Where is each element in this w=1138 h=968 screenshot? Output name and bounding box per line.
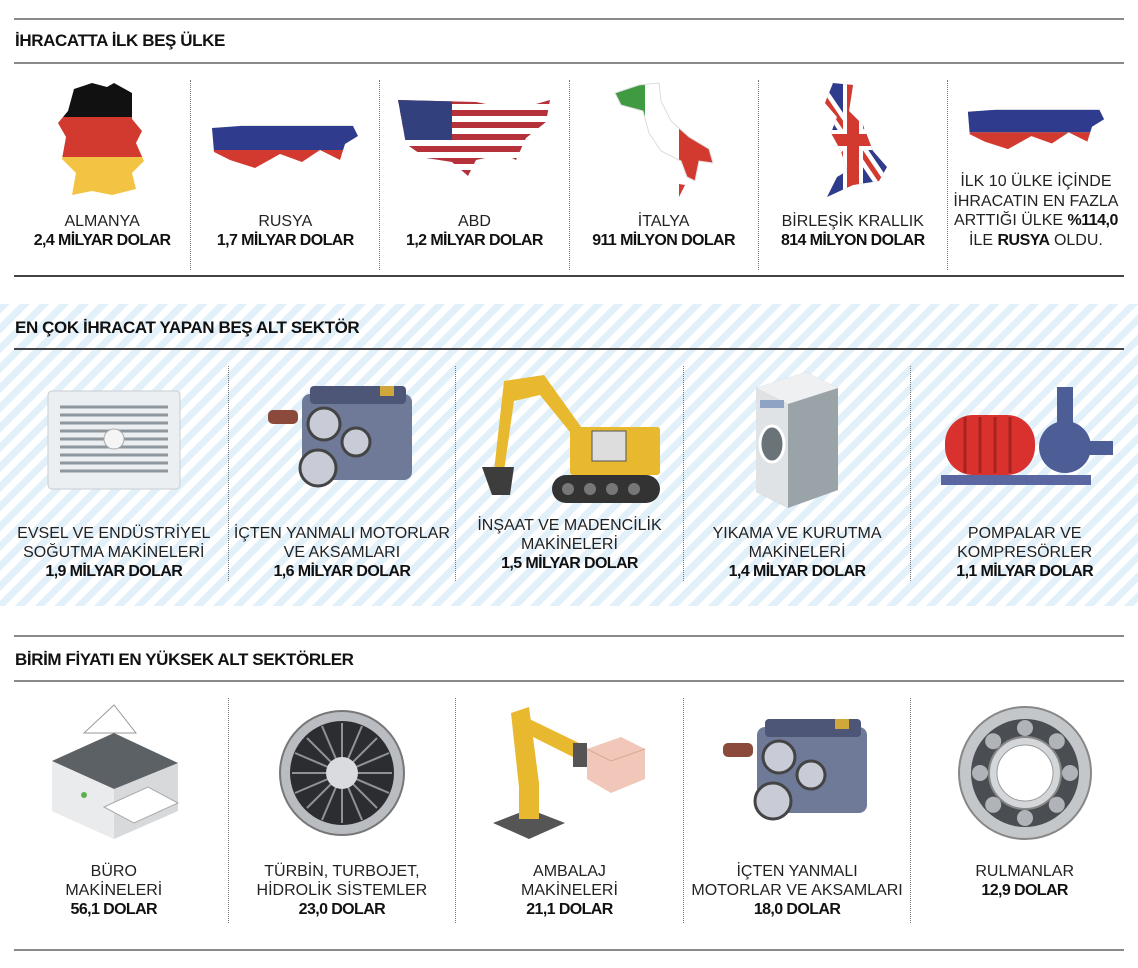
rule: [14, 635, 1124, 637]
sector-label: AMBALAJ: [533, 863, 606, 880]
russia-flag-map-icon: [966, 80, 1106, 166]
ball-bearing-icon: [955, 698, 1095, 848]
germany-flag-map-icon: [52, 80, 152, 200]
excavator-icon: [474, 366, 664, 516]
note-text: OLDU.: [1049, 231, 1103, 249]
sector-value: 1,1 MİLYAR DOLAR: [956, 563, 1094, 580]
country-value: 2,4 MİLYAR DOLAR: [33, 232, 171, 249]
country-name: BİRLEŞİK KRALLIK: [781, 213, 924, 230]
note-line: İHRACATIN EN FAZLA: [953, 192, 1119, 210]
unit-price-card: İÇTEN YANMALI MOTORLAR VE AKSAMLARI 18,0…: [682, 698, 911, 923]
rule: [14, 680, 1124, 682]
bottom-rule: [14, 949, 1124, 951]
sector-value: 12,9 DOLAR: [981, 882, 1068, 899]
note-text: İLE: [968, 231, 998, 249]
sector-label: EVSEL VE ENDÜSTRİYEL: [17, 525, 211, 542]
growth-note-card: İLK 10 ÜLKE İÇİNDE İHRACATIN EN FAZLA AR…: [946, 80, 1124, 270]
sector-card: İNŞAAT VE MADENCİLİK MAKİNELERİ 1,5 MİLY…: [455, 366, 683, 581]
country-value: 911 MİLYON DOLAR: [592, 232, 735, 249]
sectors-row: EVSEL VE ENDÜSTRİYEL SOĞUTMA MAKİNELERİ …: [0, 366, 1138, 581]
country-name: İTALYA: [637, 213, 690, 230]
sector-label: HİDROLİK SİSTEMLER: [256, 882, 428, 899]
sector-card: İÇTEN YANMALI MOTORLAR VE AKSAMLARI 1,6 …: [227, 366, 456, 581]
uk-flag-map-icon: [813, 80, 893, 200]
note-line: ARTTIĞI ÜLKE %114,0: [953, 211, 1118, 231]
sector-value: 1,4 MİLYAR DOLAR: [728, 563, 866, 580]
countries-row: ALMANYA 2,4 MİLYAR DOLAR RUSYA 1,7 MİLYA…: [14, 80, 1124, 270]
engine-icon: [717, 698, 877, 848]
rule: [14, 348, 1124, 350]
washing-machine-icon: [752, 366, 842, 514]
sector-label: TÜRBİN, TURBOJET,: [264, 863, 420, 880]
italy-flag-map-icon: [609, 80, 719, 200]
sector-label: YIKAMA VE KURUTMA: [712, 525, 882, 542]
sector-label: İÇTEN YANMALI: [736, 863, 858, 880]
rule: [14, 275, 1124, 277]
note-line: İLK 10 ÜLKE İÇİNDE: [960, 173, 1112, 190]
country-value: 814 MİLYON DOLAR: [780, 232, 925, 249]
sector-label: KOMPRESÖRLER: [957, 544, 1093, 561]
rule: [14, 62, 1124, 64]
country-name: ABD: [457, 213, 491, 230]
growth-note: İLK 10 ÜLKE İÇİNDE İHRACATIN EN FAZLA AR…: [953, 172, 1118, 250]
pump-icon: [935, 366, 1115, 514]
sector-label: BÜRO: [90, 863, 137, 880]
country-name: ALMANYA: [64, 213, 140, 230]
sector-label: MAKİNELERİ: [521, 536, 618, 553]
country-card-italy: İTALYA 911 MİLYON DOLAR: [568, 80, 758, 270]
section-title-sectors: EN ÇOK İHRACAT YAPAN BEŞ ALT SEKTÖR: [15, 318, 360, 337]
turbine-icon: [277, 698, 407, 848]
country-value: 1,2 MİLYAR DOLAR: [406, 232, 543, 249]
section-title-unit-price: BİRİM FİYATI EN YÜKSEK ALT SEKTÖRLER: [15, 650, 354, 669]
robot-arm-icon: [489, 698, 649, 848]
sector-value: 1,6 MİLYAR DOLAR: [273, 563, 411, 580]
usa-flag-map-icon: [396, 80, 552, 200]
sector-label: MAKİNELERİ: [748, 544, 846, 561]
sector-value: 23,0 DOLAR: [298, 901, 386, 918]
country-card-usa: ABD 1,2 MİLYAR DOLAR: [379, 80, 568, 270]
growth-percent: %114,0: [1067, 212, 1118, 229]
unit-price-card: TÜRBİN, TURBOJET, HİDROLİK SİSTEMLER 23,…: [227, 698, 456, 923]
country-card-germany: ALMANYA 2,4 MİLYAR DOLAR: [14, 80, 190, 270]
printer-icon: [44, 698, 184, 848]
country-card-russia: RUSYA 1,7 MİLYAR DOLAR: [190, 80, 379, 270]
sector-card: YIKAMA VE KURUTMA MAKİNELERİ 1,4 MİLYAR …: [682, 366, 911, 581]
unit-price-row: BÜRO MAKİNELERİ 56,1 DOLAR TÜRBİN, TURBO…: [0, 698, 1138, 923]
air-conditioner-icon: [44, 366, 184, 514]
sector-label: SOĞUTMA MAKİNELERİ: [23, 544, 205, 561]
unit-price-card: BÜRO MAKİNELERİ 56,1 DOLAR: [0, 698, 228, 923]
sector-value: 1,5 MİLYAR DOLAR: [501, 555, 638, 572]
sector-label: MAKİNELERİ: [521, 882, 618, 899]
russia-flag-map-icon: [210, 80, 360, 200]
sector-label: RULMANLAR: [975, 863, 1075, 880]
engine-icon: [262, 366, 422, 514]
sector-value: 56,1 DOLAR: [70, 901, 158, 918]
sector-label: VE AKSAMLARI: [283, 544, 401, 561]
section-title-countries: İHRACATTA İLK BEŞ ÜLKE: [15, 31, 225, 50]
sector-label: MAKİNELERİ: [65, 882, 163, 899]
unit-price-card: RULMANLAR 12,9 DOLAR: [910, 698, 1138, 923]
growth-country: RUSYA: [997, 231, 1050, 249]
country-value: 1,7 MİLYAR DOLAR: [216, 232, 354, 249]
sector-value: 1,9 MİLYAR DOLAR: [45, 563, 183, 580]
sector-label: İÇTEN YANMALI MOTORLAR: [233, 525, 450, 542]
sector-card: EVSEL VE ENDÜSTRİYEL SOĞUTMA MAKİNELERİ …: [0, 366, 228, 581]
sector-value: 18,0 DOLAR: [753, 901, 841, 918]
sector-value: 21,1 DOLAR: [526, 901, 613, 918]
sector-label: POMPALAR VE: [967, 525, 1082, 542]
note-line: İLE RUSYA OLDU.: [953, 231, 1118, 251]
sector-card: POMPALAR VE KOMPRESÖRLER 1,1 MİLYAR DOLA…: [910, 366, 1138, 581]
sector-label: İNŞAAT VE MADENCİLİK: [477, 517, 662, 534]
country-name: RUSYA: [258, 213, 313, 230]
country-card-uk: BİRLEŞİK KRALLIK 814 MİLYON DOLAR: [757, 80, 947, 270]
top-rule: [14, 18, 1124, 20]
note-text: ARTTIĞI ÜLKE: [953, 212, 1068, 229]
unit-price-card: AMBALAJ MAKİNELERİ 21,1 DOLAR: [455, 698, 683, 923]
sector-label: MOTORLAR VE AKSAMLARI: [691, 882, 903, 899]
